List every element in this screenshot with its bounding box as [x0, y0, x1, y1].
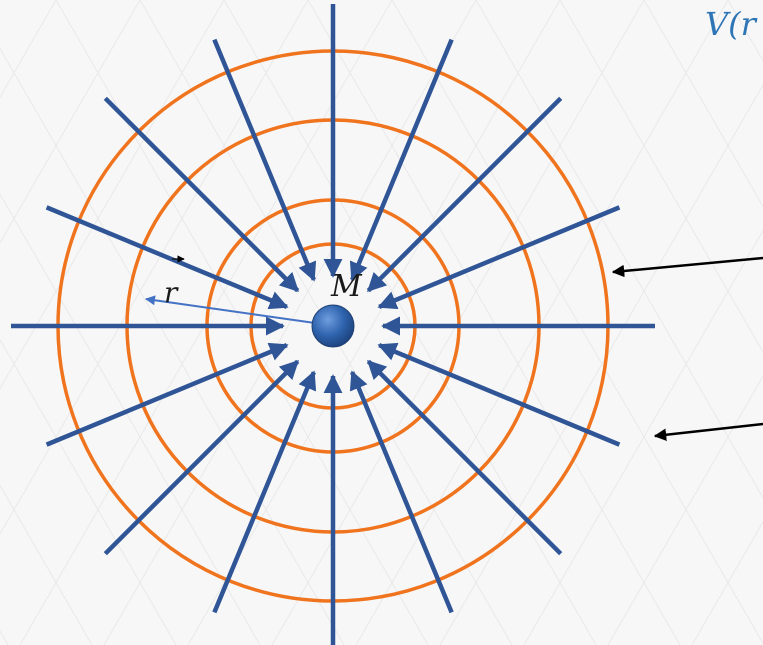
grid-line [0, 0, 141, 244]
field-line [349, 370, 454, 614]
equipotential-pointer-arrow [611, 256, 763, 278]
field-line [366, 359, 563, 556]
grid-line [0, 47, 345, 645]
grid-line [391, 0, 763, 645]
field-line [45, 205, 289, 310]
grid-line [559, 0, 763, 353]
grid-line [307, 0, 681, 645]
grid-line [0, 338, 177, 645]
field-line [366, 96, 563, 293]
grid-line [439, 83, 763, 645]
field-line [103, 359, 300, 556]
grid-line [0, 193, 261, 645]
field-line [212, 38, 317, 282]
grid-line [103, 0, 477, 645]
field-line [377, 342, 621, 447]
mass-label: M [330, 269, 363, 304]
grid-line [187, 0, 561, 645]
field-lines [11, 4, 655, 645]
grid-line [0, 630, 9, 645]
field-line [212, 370, 317, 614]
grid-line [0, 0, 309, 536]
grid-line [643, 0, 763, 208]
field-line [377, 205, 621, 310]
grid-line [0, 0, 225, 390]
grid-line [55, 0, 429, 645]
grid-line [523, 229, 763, 645]
radius-vector [145, 295, 323, 325]
field-line [45, 342, 289, 447]
grid-line [355, 0, 729, 645]
grid-line [475, 0, 763, 499]
radius-label: r [164, 276, 179, 309]
grid-line [607, 375, 763, 645]
field-line [103, 96, 300, 293]
central-mass [311, 304, 355, 348]
field-line-pointer-arrow [653, 422, 763, 441]
grid-line [223, 0, 597, 645]
field-line [349, 38, 454, 282]
grid-line [0, 484, 93, 645]
potential-label: V(r [705, 5, 758, 43]
grid-line [691, 520, 763, 645]
